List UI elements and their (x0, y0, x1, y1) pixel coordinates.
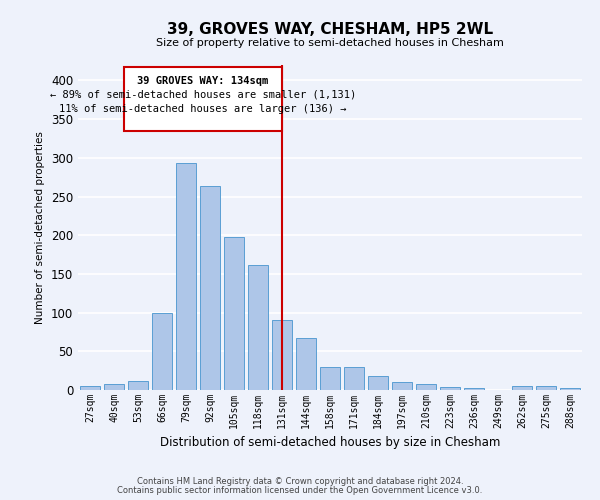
Bar (464, 388, 484, 390)
Text: 11% of semi-detached houses are larger (136) →: 11% of semi-detached houses are larger (… (59, 104, 347, 114)
Bar (320, 367, 340, 390)
Bar (512, 386, 532, 390)
Bar (392, 382, 412, 390)
Text: Contains HM Land Registry data © Crown copyright and database right 2024.: Contains HM Land Registry data © Crown c… (137, 478, 463, 486)
Text: 39 GROVES WAY: 134sqm: 39 GROVES WAY: 134sqm (137, 76, 268, 86)
Bar (296, 338, 316, 390)
X-axis label: Distribution of semi-detached houses by size in Chesham: Distribution of semi-detached houses by … (160, 436, 500, 450)
Text: ← 89% of semi-detached houses are smaller (1,131): ← 89% of semi-detached houses are smalle… (50, 90, 356, 100)
Bar (176, 164, 196, 390)
Bar (152, 312, 172, 390)
Bar (344, 367, 364, 390)
Bar (80, 386, 100, 390)
Bar (104, 384, 124, 390)
Text: Size of property relative to semi-detached houses in Chesham: Size of property relative to semi-detach… (156, 38, 504, 48)
Bar (272, 320, 292, 390)
Bar (416, 384, 436, 390)
Bar (200, 186, 220, 390)
Text: Contains public sector information licensed under the Open Government Licence v3: Contains public sector information licen… (118, 486, 482, 495)
Bar (124, 66, 282, 131)
Y-axis label: Number of semi-detached properties: Number of semi-detached properties (35, 131, 46, 324)
Text: 39, GROVES WAY, CHESHAM, HP5 2WL: 39, GROVES WAY, CHESHAM, HP5 2WL (167, 22, 493, 38)
Bar (536, 386, 556, 390)
Bar (128, 380, 148, 390)
Bar (560, 388, 580, 390)
Bar (224, 237, 244, 390)
Bar (440, 387, 460, 390)
Bar (368, 376, 388, 390)
Bar (248, 264, 268, 390)
